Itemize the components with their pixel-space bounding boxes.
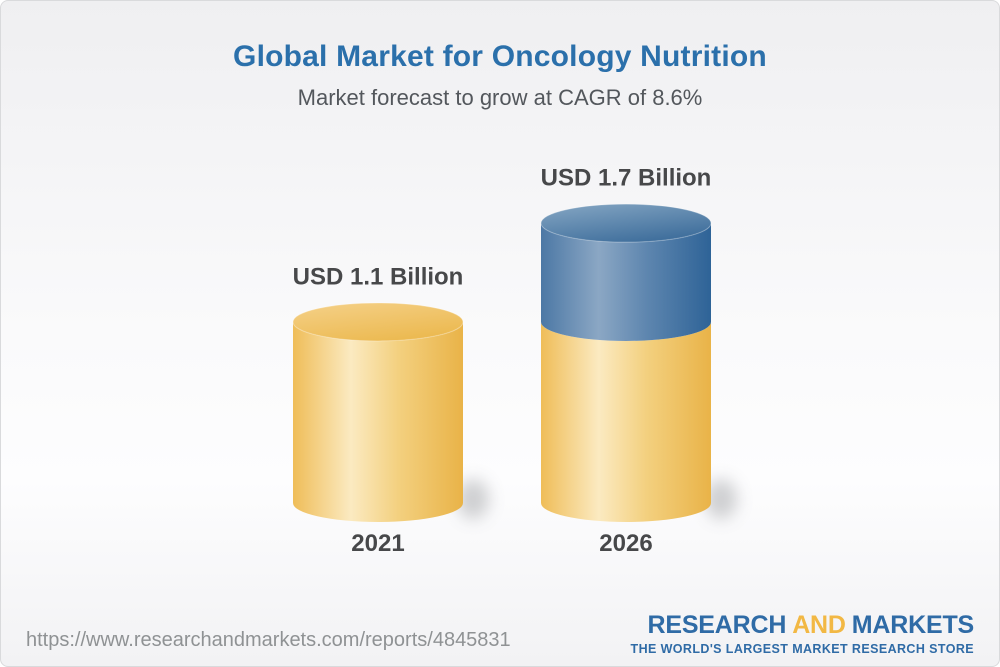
research-and-markets-logo: RESEARCH AND MARKETS THE WORLD'S LARGEST M… — [630, 610, 975, 656]
logo-tagline: THE WORLD'S LARGEST MARKET RESEARCH STOR… — [630, 641, 974, 656]
chart-title: Global Market for Oncology Nutrition — [233, 40, 767, 73]
logo-word-and: AND — [792, 610, 846, 639]
category-label-2026: 2026 — [599, 530, 653, 557]
value-label-2026: USD 1.7 Billion — [540, 164, 712, 192]
category-label-2021: 2021 — [351, 530, 405, 557]
report-url: https://www.researchandmarkets.com/repor… — [26, 629, 511, 651]
logo-wordmark: RESEARCH AND MARKETS — [631, 610, 975, 639]
chart-subtitle: Market forecast to grow at CAGR of 8.6% — [297, 85, 703, 110]
value-label-2021: USD 1.1 Billion — [292, 263, 464, 291]
logo-word-markets: MARKETS — [851, 610, 974, 639]
logo-word-research: RESEARCH — [647, 610, 787, 639]
